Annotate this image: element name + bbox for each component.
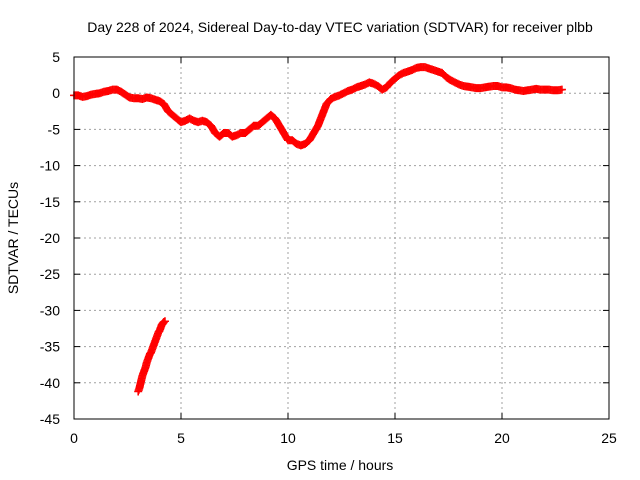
data-point: [160, 317, 169, 326]
plot-area-border: [73, 56, 610, 420]
x-tick-labels: 0 5 10 15 20 25: [70, 430, 617, 446]
y-axis-label: SDTVAR / TECUs: [5, 182, 21, 294]
chart-title: Day 228 of 2024, Sidereal Day-to-day VTE…: [87, 19, 593, 35]
y-tick-label: -30: [40, 302, 60, 318]
y-tick-label: -10: [40, 158, 60, 174]
y-tick-label: 0: [52, 85, 60, 101]
x-tick-label: 25: [601, 430, 617, 446]
y-tick-label: -15: [40, 194, 60, 210]
y-tick-label: -20: [40, 230, 60, 246]
grid-lines: [74, 57, 609, 419]
y-tick-label: -35: [40, 339, 60, 355]
x-tick-label: 0: [70, 430, 78, 446]
x-tick-label: 15: [387, 430, 403, 446]
data-point: [557, 85, 566, 94]
x-tick-label: 5: [177, 430, 185, 446]
y-tick-label: -40: [40, 375, 60, 391]
y-tick-label: -5: [48, 121, 61, 137]
x-tick-label: 20: [494, 430, 510, 446]
data-series: [70, 63, 566, 396]
y-tick-label: -25: [40, 266, 60, 282]
x-axis-label: GPS time / hours: [287, 457, 394, 473]
x-tick-label: 10: [280, 430, 296, 446]
y-tick-label: 5: [52, 49, 60, 65]
y-tick-labels: 5 0 -5 -10 -15 -20 -25 -30 -35 -40 -45: [40, 49, 60, 427]
y-tick-label: -45: [40, 411, 60, 427]
